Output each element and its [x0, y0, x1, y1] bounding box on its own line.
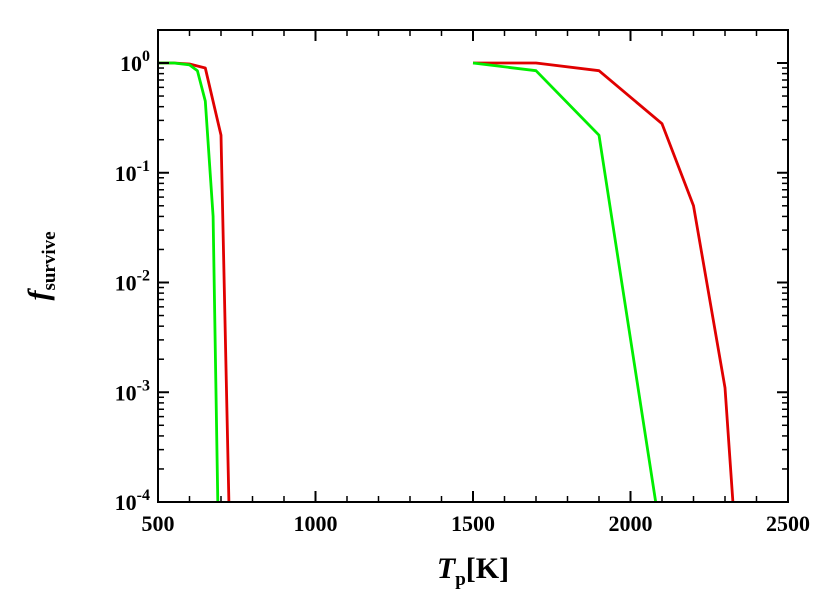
y-tick-label-1: 100: [120, 48, 150, 76]
y-axis-title: fsurvive: [22, 231, 60, 300]
y-axis-title-main: f: [22, 288, 55, 301]
x-axis-title-sub: p: [455, 569, 466, 589]
x-tick-label-2: 1000: [294, 511, 338, 536]
series-2-line-1: [158, 61, 220, 503]
x-tick-label-4: 2000: [609, 511, 653, 536]
labels-layer: 500 1000 1500 2000 2500 100 10-1 10-2 10-3 10-4: [115, 48, 810, 536]
y-tick-label-2: 10-1: [115, 158, 150, 186]
series-layer: [158, 61, 735, 503]
x-tick-label-1: 500: [142, 511, 175, 536]
x-axis-title: Tp[K]: [437, 552, 509, 589]
x-axis-title-rest: [K]: [466, 552, 509, 585]
x-tick-label-3: 1500: [451, 511, 495, 536]
plot-frame: [157, 29, 789, 503]
y-tick-label-4: 10-3: [115, 377, 150, 405]
y-tick-label-3: 10-2: [115, 268, 150, 296]
y-tick-label-5: 10-4: [115, 487, 150, 515]
ticks-layer: [157, 30, 789, 503]
x-tick-label-5: 2500: [766, 511, 810, 536]
x-axis-title-main: T: [437, 552, 457, 585]
series-1-line-2: [473, 61, 735, 503]
y-axis-title-sub: survive: [39, 231, 60, 290]
series-2-line-3: [472, 61, 658, 503]
